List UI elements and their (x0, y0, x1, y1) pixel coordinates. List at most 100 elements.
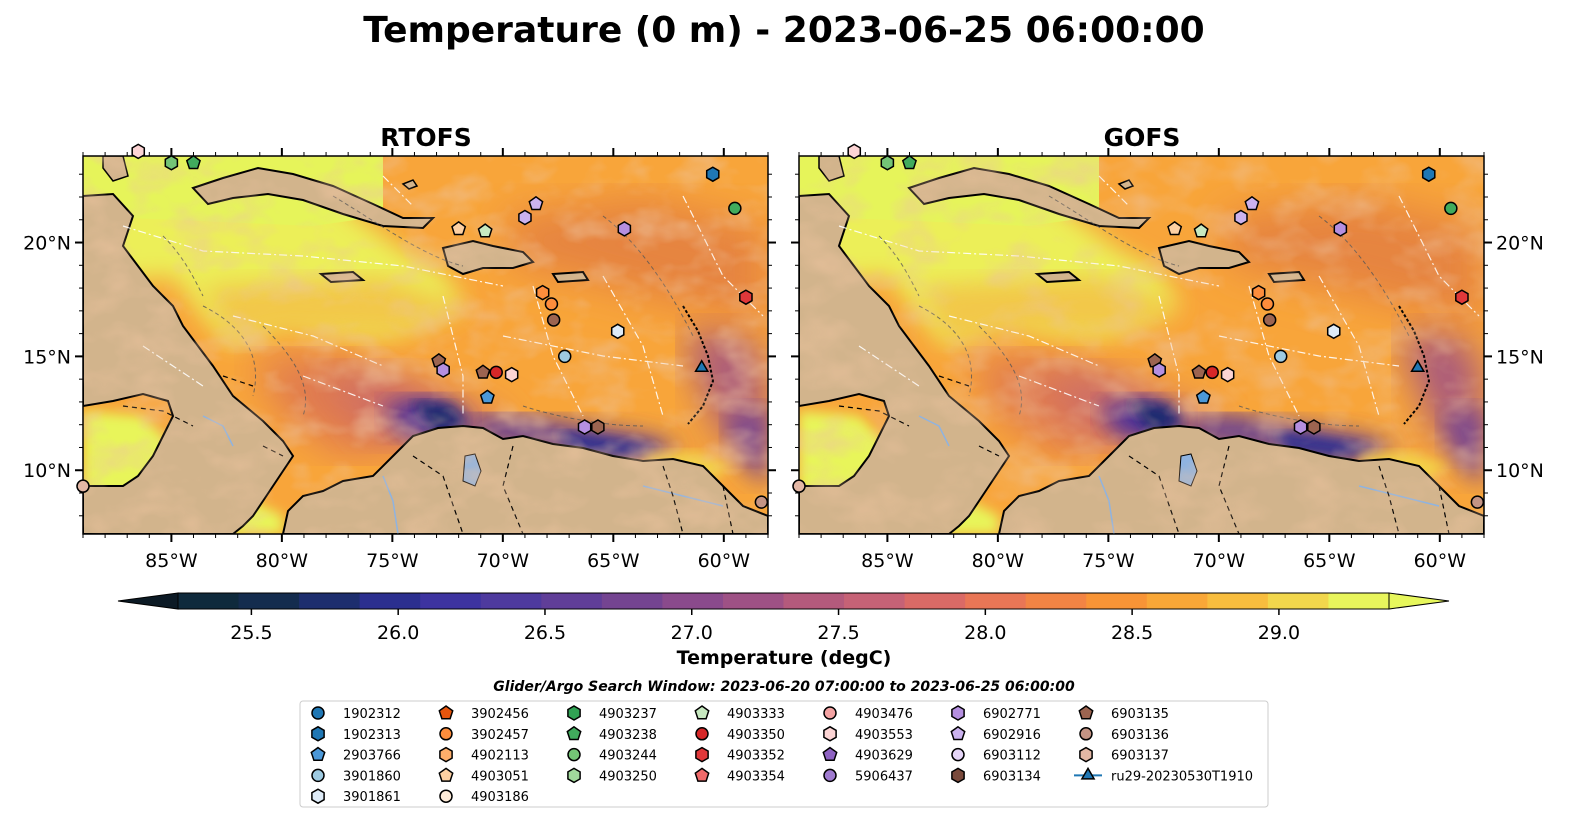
legend-marker-4903051 (438, 767, 454, 782)
float-marker-6902771d (1293, 419, 1308, 435)
float-marker-3901860 (557, 349, 572, 364)
legend-marker-5906437 (823, 768, 837, 783)
float-marker-3902457 (544, 297, 559, 311)
float-marker-6902771c (436, 362, 450, 378)
legend-label: 4903629 (855, 749, 913, 764)
float-marker-4903352 (739, 289, 753, 306)
colorbar-segment (299, 593, 361, 609)
panel-title-rtofs: RTOFS (380, 123, 472, 152)
float-marker-6902771 (1234, 209, 1248, 226)
float-marker-6902771 (518, 209, 532, 226)
float-marker-6903135b (1191, 364, 1207, 379)
map-panel-gofs (798, 155, 1485, 535)
legend-label: 6903134 (983, 769, 1041, 784)
colorbar-segment (1207, 593, 1269, 609)
legend-label: 4903333 (727, 707, 785, 722)
legend-marker-6903134 (951, 767, 965, 784)
float-marker-6902771b (1333, 221, 1348, 237)
legend-marker-3901861 (311, 788, 325, 805)
legend-marker-4903354 (694, 767, 710, 782)
float-marker-6903136 (546, 313, 561, 327)
legend-label: 3901860 (343, 769, 401, 784)
legend-label: 4903238 (599, 728, 657, 743)
legend-marker-6902916 (950, 725, 966, 741)
legend-label: 4903237 (599, 707, 657, 722)
x-tick-label: 75°W (366, 550, 419, 572)
float-marker-4903350 (1205, 365, 1219, 380)
x-tick-label: 85°W (145, 550, 198, 572)
colorbar-tick-label: 27.5 (817, 622, 859, 644)
x-tick-label: 60°W (1414, 550, 1467, 572)
colorbar: 25.5 26.0 26.5 27.0 27.5 28.0 28.5 29.0 (117, 592, 1450, 644)
colorbar-tick-label: 29.0 (1258, 622, 1300, 644)
legend-label: 4903250 (599, 769, 657, 784)
legend-label: 1902313 (343, 728, 401, 743)
legend-marker-4903186 (439, 789, 453, 803)
legend-label: 4903244 (599, 749, 657, 764)
search-window-label: Glider/Argo Search Window: 2023-06-20 07… (493, 679, 1075, 695)
float-marker-6903136b (754, 495, 769, 509)
colorbar-segment (1146, 593, 1208, 609)
float-marker-4903237 (164, 154, 179, 171)
y-tick-label: 15°N (23, 346, 71, 368)
legend-marker-6903137 (1079, 746, 1093, 763)
colorbar-tick-label: 27.0 (671, 622, 713, 644)
x-tick-label: 70°W (477, 550, 530, 572)
float-marker-4903238 (185, 154, 201, 170)
colorbar-segment (359, 593, 421, 609)
colorbar-segment (783, 593, 845, 609)
legend-marker-1902313 (311, 725, 325, 742)
legend-label: 3902456 (471, 707, 529, 722)
float-marker-2903766 (479, 389, 495, 404)
legend-marker-4903238 (566, 725, 582, 741)
float-marker-4903553 (847, 143, 862, 160)
colorbar-tick-label: 28.5 (1111, 622, 1153, 644)
float-marker-6903137 (76, 479, 90, 493)
float-marker-6903136b (1470, 495, 1485, 509)
y-tick-label: 10°N (1496, 460, 1544, 482)
legend-marker-4903244 (567, 747, 581, 762)
legend-label: 1902312 (343, 707, 401, 722)
legend-marker-4903333 (694, 705, 710, 720)
colorbar-segment (420, 593, 482, 609)
x-tick-label: 80°W (972, 550, 1025, 572)
float-marker-4903051 (451, 220, 467, 236)
legend-label: 6902916 (983, 728, 1041, 743)
legend-marker-4903553 (823, 725, 837, 742)
colorbar-segment (238, 593, 300, 609)
legend-marker-1902312 (311, 706, 325, 720)
float-marker-4903553b (1220, 366, 1235, 383)
legend-marker-4903629 (822, 746, 838, 762)
legend-label: 6903136 (1111, 728, 1169, 743)
x-tick-label: 65°W (1303, 550, 1356, 572)
float-marker-2903766 (1195, 389, 1211, 404)
legend-label: 2903766 (343, 749, 401, 764)
float-marker-6902771c (1152, 362, 1166, 378)
colorbar-label: Temperature (degC) (677, 647, 892, 669)
float-marker-4903352 (1455, 289, 1469, 306)
y-tick-label: 20°N (23, 233, 71, 255)
legend-marker-ru29-20230530T1910 (1080, 766, 1096, 780)
colorbar-segment (1025, 593, 1087, 609)
float-marker-ru29-20230530T1910 (694, 359, 710, 373)
float-marker-3901860 (1273, 349, 1288, 364)
float-marker-6903137 (792, 479, 806, 493)
colorbar-frame (177, 592, 1390, 610)
colorbar-tick-label: 26.0 (377, 622, 419, 644)
float-marker-3901861 (1326, 323, 1341, 340)
x-tick-label: 80°W (256, 550, 309, 572)
legend-label: 3901861 (343, 790, 401, 805)
legend-label: 3902457 (471, 728, 529, 743)
y-tick-label: 20°N (1496, 233, 1544, 255)
legend-marker-2903766 (310, 746, 326, 762)
legend-label: 6903137 (1111, 749, 1169, 764)
legend: 1902312 1902313 2903766 3901860 3901861 39024… (299, 700, 1269, 808)
legend-marker-4903350 (695, 727, 709, 741)
float-markers-rtofs (76, 143, 769, 509)
legend-label: 6903135 (1111, 707, 1169, 722)
legend-marker-3902456 (438, 705, 454, 720)
colorbar-tick-label: 25.5 (230, 622, 272, 644)
float-marker-4903244 (728, 201, 742, 216)
colorbar-extend-high (1388, 592, 1450, 610)
legend-marker-4903237 (567, 705, 581, 721)
